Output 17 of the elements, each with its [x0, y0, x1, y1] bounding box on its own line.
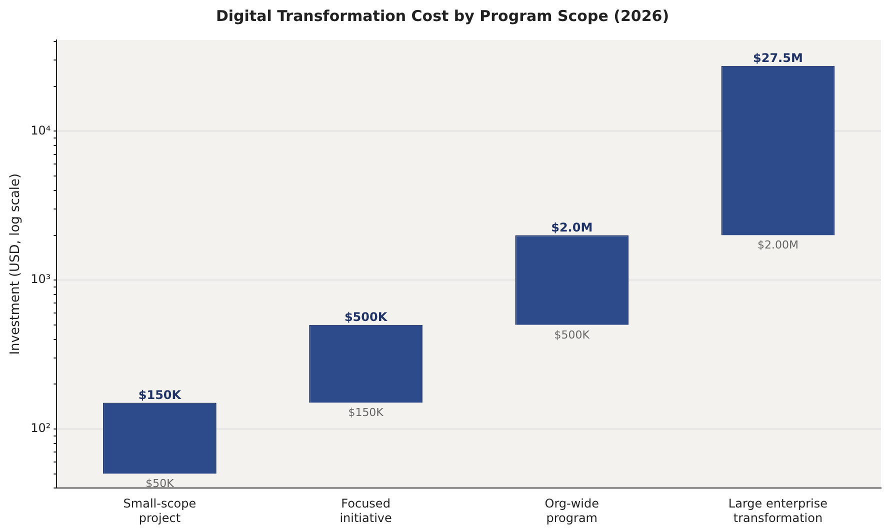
y-tick-label: 10³ — [30, 272, 51, 286]
x-tick-label: Focused initiative — [340, 496, 392, 525]
y-axis-title: Investment (USD, log scale) — [8, 173, 24, 355]
chart-title: Digital Transformation Cost by Program Scope (2026) — [216, 6, 670, 25]
x-tick-label: Small-scope project — [123, 496, 196, 525]
annotation: $27.5M — [753, 50, 803, 65]
annotation: $150K — [348, 406, 384, 420]
y-tick-label: 10⁴ — [30, 123, 51, 138]
annotation: $150K — [138, 388, 182, 402]
x-tick-label: Org-wide program — [544, 496, 600, 525]
annotation: $2.0M — [551, 220, 593, 234]
annotation: $500K — [344, 310, 388, 324]
x-tick-label: Large enterprise transformation — [728, 496, 828, 525]
annotation: $2.00M — [757, 238, 798, 252]
y-tick-label: 10² — [30, 421, 51, 436]
annotation: $500K — [554, 328, 590, 342]
annotation: $50K — [146, 477, 175, 490]
